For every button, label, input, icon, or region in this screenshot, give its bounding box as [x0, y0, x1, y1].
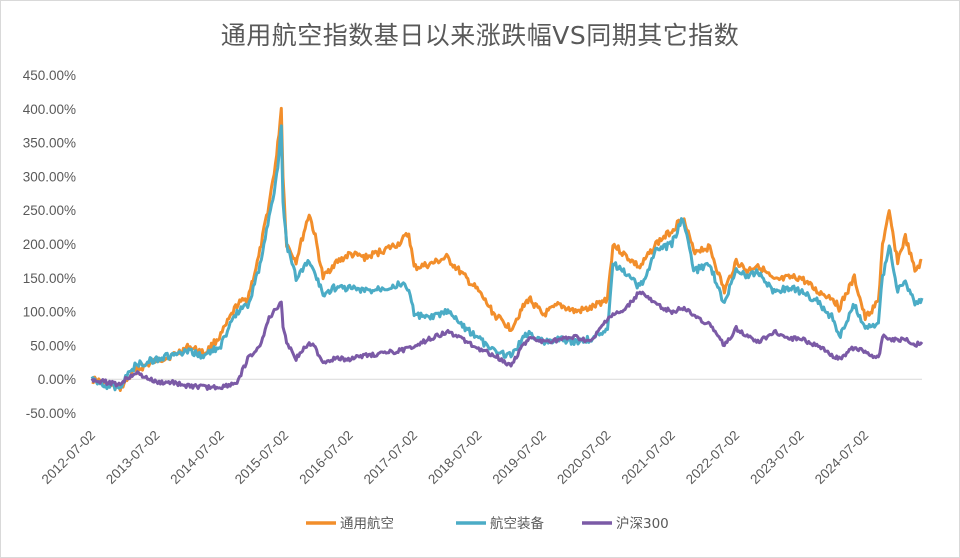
y-tick-label: 300.00% — [23, 169, 76, 184]
legend-label: 航空装备 — [490, 515, 544, 532]
x-tick-label: 2018-07-02 — [425, 428, 484, 487]
y-tick-label: 250.00% — [23, 203, 76, 218]
x-tick-label: 2020-07-02 — [554, 428, 613, 487]
y-tick-label: 150.00% — [23, 271, 76, 286]
series-line-csi300 — [90, 290, 924, 391]
y-tick-label: 200.00% — [23, 237, 76, 252]
x-axis-ticks: 2012-07-02 2013-07-02 2014-07-02 2015-07-02… — [39, 428, 872, 487]
x-tick-label: 2019-07-02 — [490, 428, 549, 487]
y-tick-label: 0.00% — [38, 372, 76, 387]
x-tick-label: 2022-07-02 — [683, 428, 742, 487]
x-tick-label: 2016-07-02 — [296, 428, 355, 487]
y-tick-label: 100.00% — [23, 305, 76, 320]
x-tick-label: 2017-07-02 — [361, 428, 420, 487]
y-tick-label: 450.00% — [23, 68, 76, 83]
series-line-aviation-equipment — [90, 124, 924, 392]
x-tick-label: 2021-07-02 — [619, 428, 678, 487]
x-tick-label: 2014-07-02 — [167, 428, 226, 487]
y-tick-label: -50.00% — [26, 406, 76, 421]
legend-label: 沪深300 — [616, 516, 669, 532]
chart-title: 通用航空指数基日以来涨跌幅VS同期其它指数 — [220, 21, 740, 50]
x-tick-label: 2015-07-02 — [232, 428, 291, 487]
y-axis-ticks: -50.00% 0.00% 50.00% 100.00% 150.00% 200.00% 2… — [23, 68, 76, 421]
series-line-general-aviation — [91, 106, 923, 392]
series-layer — [90, 106, 924, 392]
y-tick-label: 400.00% — [23, 102, 76, 117]
x-tick-label: 2013-07-02 — [103, 428, 162, 487]
x-tick-label: 2012-07-02 — [39, 428, 98, 487]
y-tick-label: 350.00% — [23, 136, 76, 151]
x-tick-label: 2024-07-02 — [812, 428, 871, 487]
x-tick-label: 2023-07-02 — [747, 428, 806, 487]
y-tick-label: 50.00% — [30, 338, 76, 353]
legend: 通用航空 航空装备 沪深300 — [306, 515, 669, 532]
legend-label: 通用航空 — [340, 516, 394, 532]
